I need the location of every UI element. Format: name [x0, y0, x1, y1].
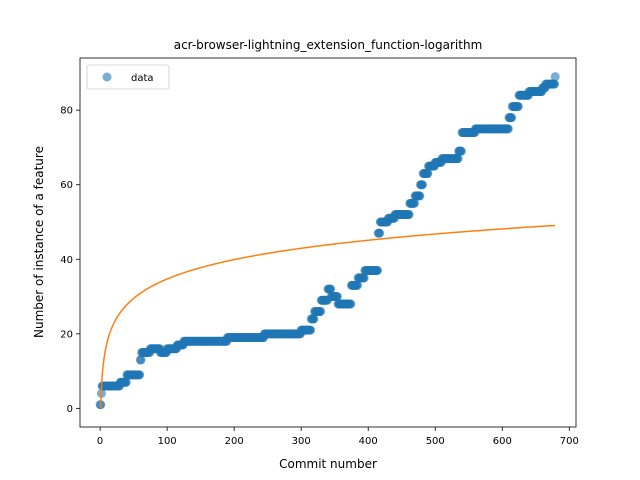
data-point	[550, 79, 560, 89]
x-tick-label: 600	[493, 436, 512, 447]
y-tick-label: 20	[60, 329, 73, 340]
data-point	[418, 180, 428, 190]
data-point	[326, 284, 336, 294]
y-tick-label: 60	[60, 180, 73, 191]
x-axis-ticks: 0 100 200 300 400 500 600 700	[97, 427, 579, 447]
legend-box	[86, 64, 170, 90]
data-point	[415, 191, 425, 201]
data-point	[135, 370, 145, 380]
chart-title: acr-browser-lightning_extension_function…	[174, 38, 483, 52]
data-point	[456, 146, 466, 156]
data-point	[306, 325, 316, 335]
data-point	[503, 124, 513, 134]
y-axis-label: Number of instance of a feature	[32, 146, 46, 338]
legend-label-data: data	[131, 73, 154, 84]
x-tick-label: 400	[359, 436, 378, 447]
x-tick-label: 0	[97, 436, 103, 447]
data-point	[316, 306, 326, 316]
data-point	[359, 273, 369, 283]
x-axis-label: Commit number	[279, 457, 377, 471]
y-axis-ticks: 0 20 40 60 80	[60, 106, 80, 415]
x-tick-label: 100	[158, 436, 177, 447]
data-point	[375, 228, 385, 238]
legend: data	[86, 64, 170, 90]
x-tick-label: 300	[292, 436, 311, 447]
data-point	[346, 299, 356, 309]
y-tick-label: 0	[67, 404, 73, 415]
x-tick-label: 500	[426, 436, 445, 447]
data-point	[332, 292, 342, 302]
data-point	[352, 280, 362, 290]
axes: 0 100 200 300 400 500 600 700 0 20 40 60 80	[60, 57, 579, 447]
data-point	[121, 377, 131, 387]
fit-line	[100, 224, 556, 408]
plot-area	[95, 72, 560, 410]
data-point	[423, 169, 433, 179]
data-point	[309, 314, 319, 324]
data-point	[550, 72, 560, 82]
x-tick-label: 700	[560, 436, 579, 447]
data-point	[373, 265, 383, 275]
y-tick-label: 80	[60, 106, 73, 117]
data-point	[404, 210, 414, 220]
data-layer	[95, 72, 560, 410]
data-point	[507, 113, 517, 123]
y-tick-label: 40	[60, 255, 73, 266]
data-point	[409, 198, 419, 208]
data-point	[453, 154, 463, 164]
legend-marker-data	[102, 72, 112, 82]
x-tick-label: 200	[225, 436, 244, 447]
data-point	[136, 355, 146, 365]
data-point	[513, 101, 523, 111]
axes-frame	[79, 57, 577, 428]
